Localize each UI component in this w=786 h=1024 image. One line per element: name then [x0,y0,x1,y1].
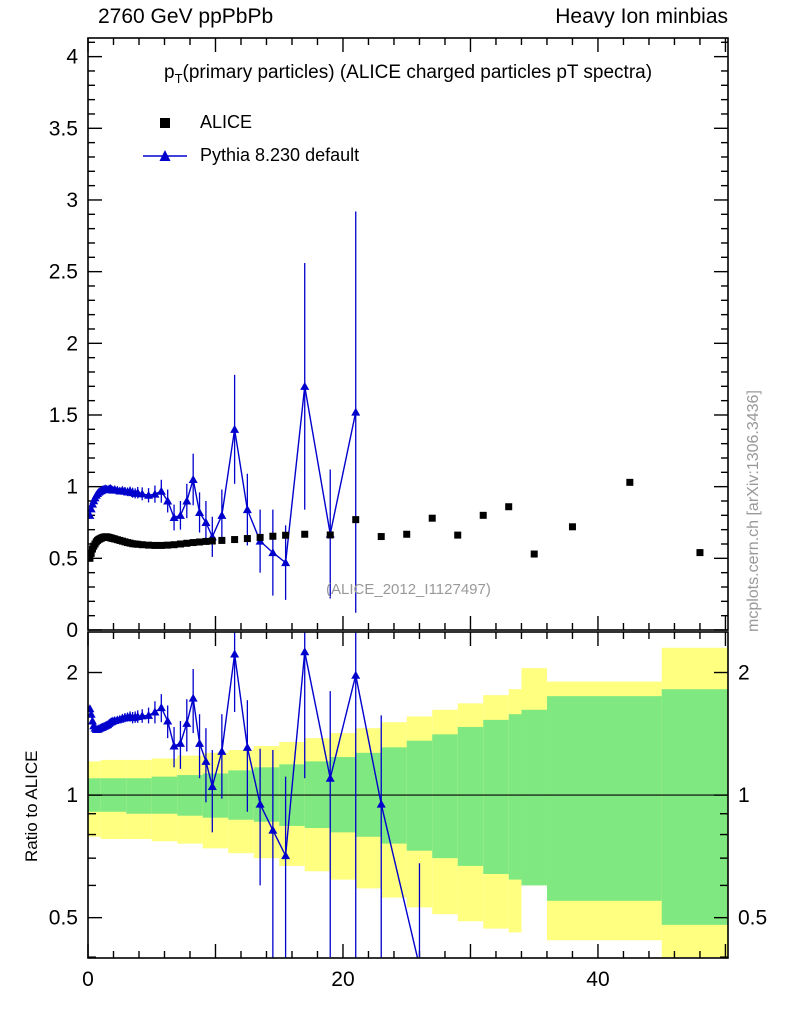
svg-text:0.5: 0.5 [49,907,78,930]
svg-text:0.5: 0.5 [738,907,767,930]
main-panel-frame [87,37,729,631]
svg-text:1.5: 1.5 [49,404,78,427]
svg-text:3: 3 [66,189,78,212]
svg-text:2: 2 [738,662,750,685]
svg-text:20: 20 [331,968,354,991]
alice-square-marker-icon [142,117,188,128]
svg-text:1: 1 [66,784,78,807]
legend-item-alice: ALICE [142,106,359,139]
beam-energy-title: 2760 GeV ppPbPb [98,5,274,28]
plot-title-sub: T [174,70,183,86]
ratio-panel-frame [87,631,729,959]
legend-item-pythia: Pythia 8.230 default [142,139,359,172]
plot-title-rest: (primary particles) (ALICE charged parti… [182,62,653,83]
plot-title-p: p [164,62,175,83]
legend-label-pythia: Pythia 8.230 default [200,145,360,165]
legend-label-alice: ALICE [200,112,253,132]
alice-series-main [88,478,704,562]
svg-text:0.5: 0.5 [49,547,78,570]
svg-text:2: 2 [66,662,78,685]
axis-tick-labels: 00.511.522.533.540.5 0.51 12 20 20 40 [49,46,767,991]
svg-text:2.5: 2.5 [49,261,78,284]
svg-text:40: 40 [586,968,609,991]
svg-text:1: 1 [738,784,750,807]
mcplots-arxiv-watermark: mcplots.cern.ch [arXiv:1306.3436] [745,390,762,632]
ratio-axis-label: Ratio to ALICE [22,750,41,862]
svg-text:4: 4 [66,46,78,69]
legend: ALICE Pythia 8.230 default [142,106,359,172]
plot-title: pT(primary particles) (ALICE charged par… [164,62,652,86]
svg-text:3.5: 3.5 [49,117,78,140]
svg-text:0: 0 [66,619,78,642]
svg-text:0: 0 [82,968,94,991]
svg-text:1: 1 [66,476,78,499]
event-class-title: Heavy Ion minbias [555,5,728,28]
uncertainty-bands [88,647,728,958]
svg-text:2: 2 [66,332,78,355]
pythia-ratio-series [88,632,421,958]
pythia-triangle-line-marker-icon [142,149,188,163]
analysis-id-watermark: (ALICE_2012_I1127497) [326,581,491,598]
pythia-series-main [88,211,361,613]
